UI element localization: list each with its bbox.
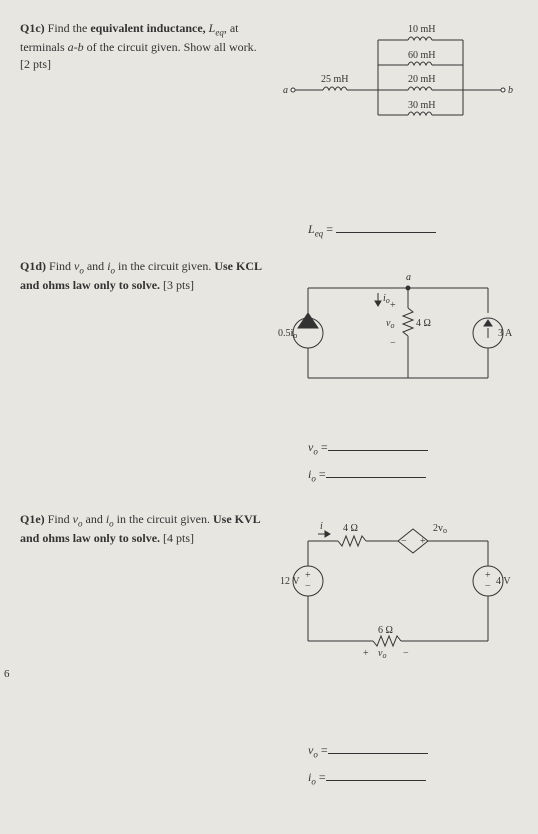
q1d-answers: vo = io = — [308, 438, 518, 483]
svg-text:+: + — [420, 536, 426, 547]
q1c-label: Q1c) — [20, 21, 45, 35]
io-label: io — [383, 293, 390, 305]
term-a: a — [283, 85, 288, 96]
svg-text:−: − — [485, 581, 491, 592]
svg-text:−: − — [403, 648, 409, 659]
svg-text:+: + — [363, 648, 369, 659]
minus-vo: − — [390, 338, 396, 349]
svg-text:−: − — [401, 536, 407, 547]
q1d-text: Q1d) Find vo and io in the circuit given… — [20, 258, 278, 294]
problem-q1d: Q1d) Find vo and io in the circuit given… — [20, 258, 518, 491]
q1d-label: Q1d) — [20, 259, 46, 273]
svg-text:−: − — [305, 581, 311, 592]
r-6ohm: 6 Ω — [378, 625, 393, 636]
page-edge-number: 6 — [4, 668, 10, 680]
q1c-answer: Leq = — [308, 220, 518, 238]
svg-text:+: + — [485, 570, 491, 581]
answer-blank — [328, 741, 428, 754]
r-4ohm: 4 Ω — [416, 318, 431, 329]
src-05io: 0.5io — [278, 328, 297, 340]
src-12v: 12 V — [280, 576, 300, 587]
svg-text:+: + — [305, 570, 311, 581]
ind-60: 60 mH — [408, 50, 436, 61]
q1e-circuit: 12 V + − i 4 Ω 2vo − + 4 V + − 6 Ω + vo … — [278, 511, 518, 681]
i-label: i — [320, 521, 323, 532]
q1d-circuit: 0.5io a io + vo − 4 Ω 3 A — [278, 258, 518, 418]
answer-blank — [326, 465, 426, 478]
problem-q1c: Q1c) Find the equivalent inductance, Leq… — [20, 20, 518, 238]
q1c-circuit: 10 mH 60 mH 25 mH 20 mH 30 mH a b — [278, 20, 518, 200]
src-4v: 4 V — [496, 576, 511, 587]
term-b: b — [508, 85, 513, 96]
q1e-answers: vo = io = — [308, 741, 518, 786]
node-a: a — [406, 272, 411, 283]
vo-bottom: vo — [378, 648, 386, 660]
q1e-label: Q1e) — [20, 512, 45, 526]
dep-2vo: 2vo — [433, 523, 447, 535]
ind-20: 20 mH — [408, 74, 436, 85]
answer-blank — [326, 768, 426, 781]
answer-blank — [336, 220, 436, 233]
answer-blank — [328, 438, 428, 451]
ind-30: 30 mH — [408, 100, 436, 111]
ind-25: 25 mH — [321, 74, 349, 85]
src-3a: 3 A — [498, 328, 513, 339]
q1c-text: Q1c) Find the equivalent inductance, Leq… — [20, 20, 278, 73]
r-4ohm: 4 Ω — [343, 523, 358, 534]
q1e-text: Q1e) Find vo and io in the circuit given… — [20, 511, 278, 547]
q1e-diagram: 12 V + − i 4 Ω 2vo − + 4 V + − 6 Ω + vo … — [278, 511, 518, 794]
q1c-diagram: 10 mH 60 mH 25 mH 20 mH 30 mH a b Leq = — [278, 20, 518, 238]
problem-q1e: Q1e) Find vo and io in the circuit given… — [20, 511, 518, 794]
plus-vo: + — [390, 300, 396, 311]
q1d-diagram: 0.5io a io + vo − 4 Ω 3 A vo = io = — [278, 258, 518, 491]
ind-10: 10 mH — [408, 24, 436, 35]
vo-label: vo — [386, 318, 394, 330]
